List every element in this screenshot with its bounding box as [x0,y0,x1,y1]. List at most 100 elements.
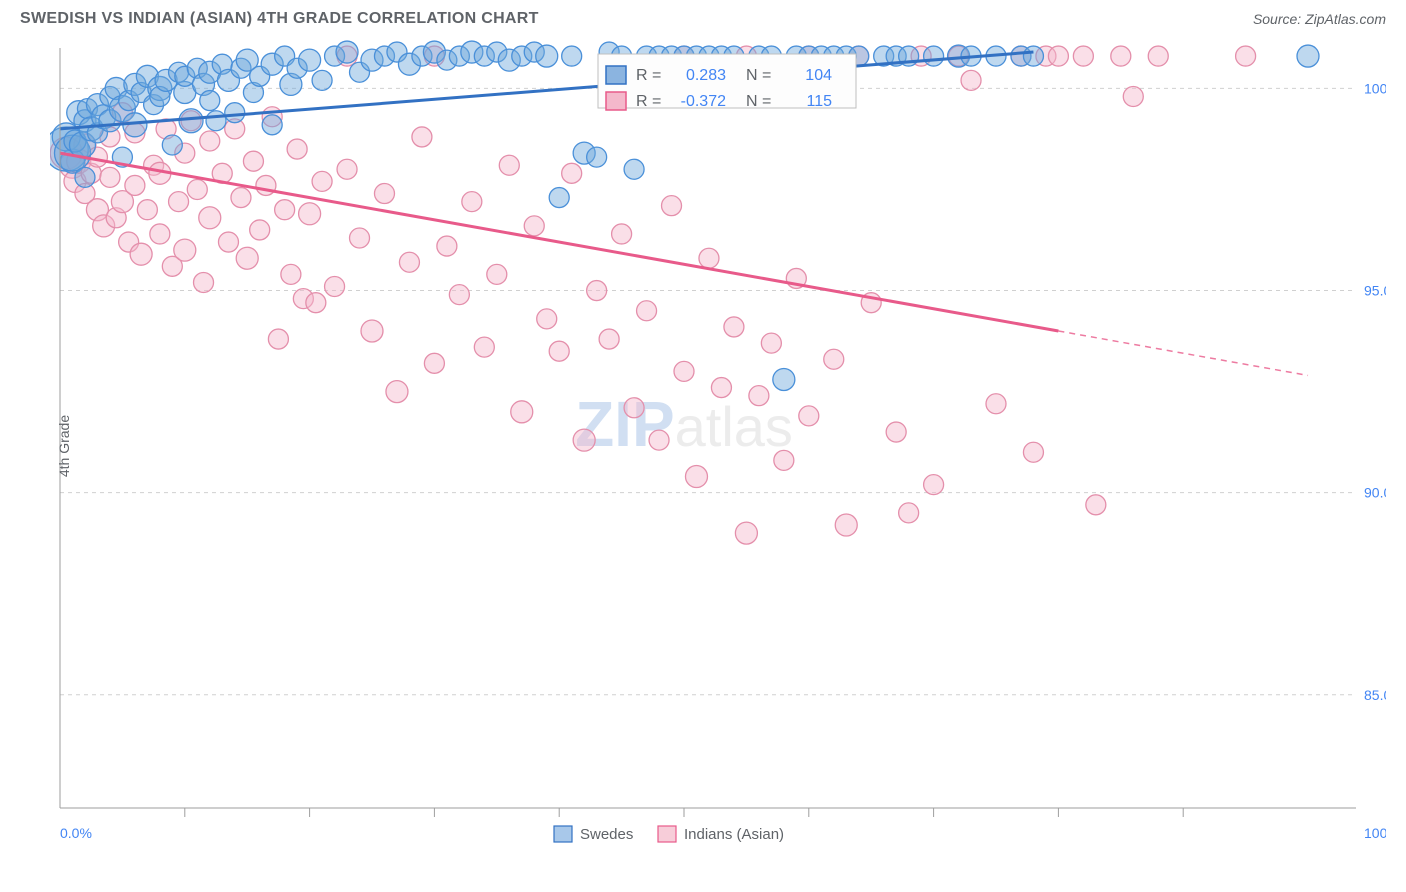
y-tick-label: 100.0% [1364,80,1386,96]
data-point [511,401,533,423]
data-point [587,281,607,301]
data-point [325,277,345,297]
data-point [268,329,288,349]
data-point [306,293,326,313]
data-point [735,522,757,544]
data-point [599,329,619,349]
data-point [130,243,152,265]
data-point [399,252,419,272]
data-point [624,159,644,179]
data-point [100,167,120,187]
data-point [194,272,214,292]
data-point [199,207,221,229]
data-point [281,264,301,284]
data-point [799,406,819,426]
data-point [899,503,919,523]
trendline-indians-extrapolated [1058,331,1308,375]
data-point [961,70,981,90]
data-point [162,135,182,155]
data-point [449,285,469,305]
data-point [711,378,731,398]
data-point [924,46,944,66]
data-point [536,45,558,67]
data-point [424,353,444,373]
data-point [1236,46,1256,66]
stats-n-value: 115 [806,93,832,110]
data-point [749,386,769,406]
data-point [562,163,582,183]
data-point [386,381,408,403]
data-point [774,450,794,470]
x-tick-label-right: 100.0% [1364,825,1386,841]
trendline-indians [60,153,1058,331]
data-point [361,320,383,342]
data-point [299,49,321,71]
data-point [587,147,607,167]
data-point [312,171,332,191]
data-point [624,398,644,418]
data-point [612,224,632,244]
data-point [499,155,519,175]
data-point [549,341,569,361]
data-point [662,196,682,216]
data-point [312,70,332,90]
data-point [337,159,357,179]
data-point [200,131,220,151]
data-point [1086,495,1106,515]
data-point [761,333,781,353]
data-point [685,466,707,488]
data-point [724,317,744,337]
stats-r-value: 0.283 [686,67,726,84]
stats-n-label: N = [746,67,771,84]
data-point [137,200,157,220]
data-point [773,368,795,390]
data-point [262,115,282,135]
data-point [169,192,189,212]
data-point [412,127,432,147]
y-axis-label: 4th Grade [56,415,72,477]
data-point [150,224,170,244]
data-point [886,422,906,442]
legend-label: Indians (Asian) [684,826,784,843]
stats-r-label: R = [636,67,661,84]
data-point [336,41,358,63]
data-point [287,139,307,159]
data-point [1148,46,1168,66]
data-point [474,337,494,357]
chart-title: SWEDISH VS INDIAN (ASIAN) 4TH GRADE CORR… [20,10,539,28]
data-point [549,188,569,208]
data-point [250,220,270,240]
legend-label: Swedes [580,826,633,843]
data-point [236,247,258,269]
data-point [1111,46,1131,66]
data-point [374,184,394,204]
data-point [637,301,657,321]
data-point [524,216,544,236]
correlation-scatter-chart: 85.0%90.0%95.0%100.0%ZIPatlas0.0%100.0%R… [50,36,1386,856]
data-point [437,236,457,256]
data-point [125,175,145,195]
data-point [487,264,507,284]
data-point [1023,442,1043,462]
data-point [1023,46,1043,66]
stats-swatch [606,92,626,110]
data-point [573,429,595,451]
data-point [537,309,557,329]
data-point [562,46,582,66]
data-point [699,248,719,268]
data-point [218,232,238,252]
x-tick-label-left: 0.0% [60,825,92,841]
stats-n-label: N = [746,93,771,110]
data-point [674,361,694,381]
data-point [187,179,207,199]
stats-r-label: R = [636,93,661,110]
stats-swatch [606,66,626,84]
data-point [206,111,226,131]
data-point [986,394,1006,414]
stats-r-value: -0.372 [681,93,726,110]
data-point [1297,45,1319,67]
data-point [243,151,263,171]
data-point [200,91,220,111]
data-point [275,200,295,220]
data-point [299,203,321,225]
